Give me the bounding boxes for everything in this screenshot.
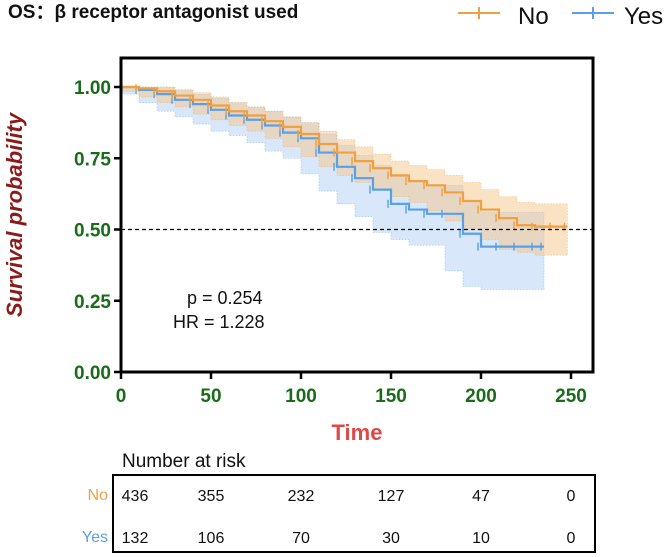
y-axis-ticks: 0.00 0.25 0.50 0.75 1.00 — [74, 78, 121, 384]
y-tick-label: 0.00 — [74, 363, 111, 384]
risk-cell-no: 127 — [378, 488, 405, 505]
x-axis-label: Time — [332, 420, 383, 445]
hazard-ratio-annotation: HR = 1.228 — [173, 312, 265, 332]
risk-cell-yes: 30 — [382, 530, 400, 547]
y-tick-label: 0.75 — [74, 149, 111, 170]
risk-row-label-yes: Yes — [82, 529, 108, 546]
x-tick-label: 150 — [375, 386, 407, 407]
x-tick-label: 250 — [555, 386, 587, 407]
risk-table-title: Number at risk — [122, 451, 246, 472]
risk-cell-yes: 106 — [198, 530, 225, 547]
risk-cell-no: 0 — [567, 488, 576, 505]
x-tick-label: 100 — [285, 386, 317, 407]
survival-curves — [121, 84, 568, 251]
legend-title: OS：β receptor antagonist used — [8, 2, 298, 23]
risk-cell-yes: 132 — [122, 530, 149, 547]
risk-cell-no: 355 — [198, 488, 225, 505]
x-axis-ticks: 0 50 100 150 200 250 — [116, 372, 587, 407]
confidence-bands — [120, 86, 568, 290]
legend-entry-yes: Yes — [572, 3, 663, 30]
legend-entry-no: No — [458, 3, 549, 30]
x-tick-label: 50 — [200, 386, 221, 407]
y-tick-label: 0.25 — [74, 292, 111, 313]
risk-table-cells: 436 355 232 127 47 0 132 106 70 30 10 0 — [122, 488, 576, 547]
p-value-annotation: p = 0.254 — [187, 288, 263, 308]
plot-frame — [119, 56, 595, 374]
y-axis-label: Survival probability — [2, 111, 27, 317]
x-tick-label: 0 — [116, 386, 127, 407]
y-tick-label: 0.50 — [74, 221, 111, 242]
risk-cell-yes: 10 — [472, 530, 490, 547]
risk-cell-no: 232 — [288, 488, 315, 505]
risk-table-frame — [112, 474, 596, 553]
legend-label-yes: Yes — [624, 3, 663, 30]
risk-cell-yes: 0 — [567, 530, 576, 547]
y-tick-label: 1.00 — [74, 78, 111, 99]
survival-curve-no — [121, 85, 568, 228]
x-tick-label: 200 — [465, 386, 497, 407]
risk-cell-yes: 70 — [292, 530, 310, 547]
risk-cell-no: 436 — [122, 488, 149, 505]
risk-row-label-no: No — [88, 487, 109, 504]
risk-cell-no: 47 — [472, 488, 490, 505]
legend-label-no: No — [518, 3, 549, 30]
